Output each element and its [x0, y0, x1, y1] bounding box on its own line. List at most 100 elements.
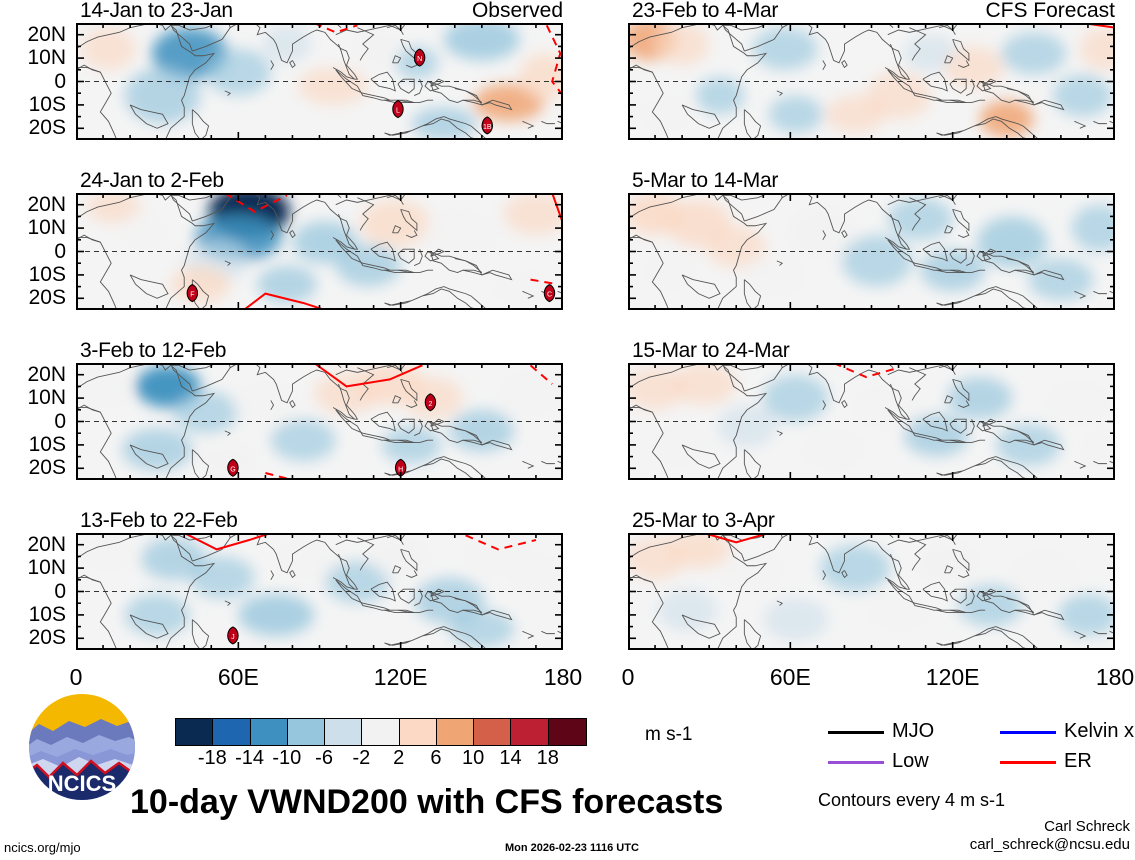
panel-canvas: N L 1B: [76, 23, 563, 140]
contour-note: Contours every 4 m s-1: [818, 790, 1006, 810]
cyclone-marker: F: [186, 284, 199, 303]
colorbar-tick-label: 10: [462, 747, 485, 769]
coastlines: [628, 363, 1115, 480]
panel-canvas: J: [76, 533, 563, 650]
map-panel-p1: N L 1B: [76, 23, 563, 140]
y-axis-label: 20S: [28, 456, 66, 480]
anomaly-field: [81, 23, 563, 140]
colorbar-segment: [250, 719, 288, 745]
colorbar-tick-label: -18: [197, 747, 227, 769]
cyclone-marker: J: [227, 626, 239, 645]
colorbar-segment: [511, 719, 549, 745]
colorbar-segment: [176, 719, 214, 745]
wave-contour-ER: [529, 364, 553, 385]
colorbar-segment: [399, 719, 437, 745]
cyclone-marker: 1B: [481, 116, 493, 135]
panel-title-p7: 15-Mar to 24-Mar: [632, 339, 790, 362]
y-axis-label: 10N: [27, 46, 66, 70]
map-panel-p6: [628, 193, 1115, 310]
main-title: 10-day VWND200 with CFS forecasts: [130, 783, 724, 821]
y-axis-label: 20S: [28, 626, 66, 650]
axis-ticks: [76, 363, 563, 480]
coastlines: [76, 533, 563, 650]
y-axis-label: 20N: [27, 192, 66, 216]
cyclone-marker: 2: [424, 393, 437, 412]
timestamp: Mon 2026-02-23 1116 UTC: [505, 842, 639, 854]
column-header-right: CFS Forecast: [985, 0, 1115, 22]
colorbar-segment: [325, 719, 363, 745]
y-axis-label: 0: [54, 239, 66, 263]
panel-title-p8: 25-Mar to 3-Apr: [632, 509, 775, 532]
colorbar-tick-label: -6: [315, 747, 333, 769]
wave-contour-ER: [243, 292, 326, 310]
anomaly-field: [86, 193, 563, 308]
svg-text:G: G: [230, 466, 235, 473]
axis-ticks: [628, 363, 1115, 480]
x-axis-label: 60E: [769, 664, 811, 690]
svg-text:F: F: [190, 292, 194, 299]
y-axis-label: 20N: [27, 362, 66, 386]
colorbar-tick-label: 18: [536, 747, 559, 769]
legend-line-low: [828, 761, 884, 764]
map-panel-p3: 2 G H: [76, 363, 563, 480]
colorbar-tick-label: 2: [393, 747, 405, 769]
wave-contour-ER: [703, 533, 769, 544]
colorbar-tick-label: -10: [272, 747, 302, 769]
wave-contour-ER: [265, 472, 293, 480]
anomaly-field: [628, 533, 1115, 641]
column-header-left: Observed: [471, 0, 563, 22]
x-axis-label: 0: [621, 664, 635, 690]
x-axis-label: 0: [69, 664, 83, 690]
colorbar-segment: [362, 719, 400, 745]
y-axis-label: 0: [54, 579, 66, 603]
site-url[interactable]: ncics.org/mjo: [4, 840, 81, 855]
y-axis-label: 20N: [27, 532, 66, 556]
panel-title-p1: 14-Jan to 23-Jan: [80, 0, 233, 22]
y-axis-label: 10N: [27, 386, 66, 410]
author-email[interactable]: carl_schreck@ncsu.edu: [969, 836, 1130, 853]
colorbar-tick-label: -2: [352, 747, 371, 769]
y-axis-label: 20S: [28, 116, 66, 140]
svg-text:N: N: [417, 56, 422, 63]
x-axis-label: 120E: [373, 664, 428, 690]
wave-contour-ER: [465, 534, 537, 551]
author-name: Carl Schreck: [1044, 818, 1130, 835]
wave-contour-ER: [530, 278, 558, 286]
legend-label-er: ER: [1064, 750, 1092, 772]
colorbar-tick-label: 14: [499, 747, 522, 769]
y-axis-label: 0: [54, 69, 66, 93]
wave-contour-ER: [183, 533, 272, 551]
y-axis-label: 10S: [28, 92, 66, 116]
wave-contour-ER: [313, 23, 358, 34]
panel-canvas: [628, 193, 1115, 310]
svg-text:H: H: [398, 466, 403, 473]
cyclone-marker: N: [413, 48, 426, 67]
map-panel-p4: J: [76, 533, 563, 650]
panel-title-p3: 3-Feb to 12-Feb: [80, 339, 227, 362]
colorbar-tick-label: -14: [235, 747, 264, 769]
wave-contour-ER: [224, 193, 288, 213]
y-axis-label: 20N: [27, 22, 66, 46]
y-axis-label: 10S: [28, 602, 66, 626]
legend-label-kelvin-x2: Kelvin x2: [1064, 720, 1135, 742]
wave-contour-ER: [313, 363, 423, 388]
y-axis-label: 0: [54, 409, 66, 433]
svg-text:1B: 1B: [483, 124, 492, 131]
colorbar-unit-label: m s-1: [645, 724, 693, 745]
x-axis-label: 60E: [217, 664, 259, 690]
map-panel-p5: [628, 23, 1115, 140]
axis-ticks: [628, 533, 1115, 650]
map-panel-p8: [628, 533, 1115, 650]
colorbar-segment: [213, 719, 251, 745]
x-axis-label: 120E: [925, 664, 980, 690]
colorbar: [175, 718, 587, 746]
legend-line-er: [1000, 761, 1056, 764]
panel-canvas: [628, 23, 1115, 140]
wave-contour-ER: [833, 363, 899, 379]
colorbar-segment: [287, 719, 326, 745]
panel-canvas: [628, 533, 1115, 650]
colorbar-segment: [548, 719, 586, 745]
